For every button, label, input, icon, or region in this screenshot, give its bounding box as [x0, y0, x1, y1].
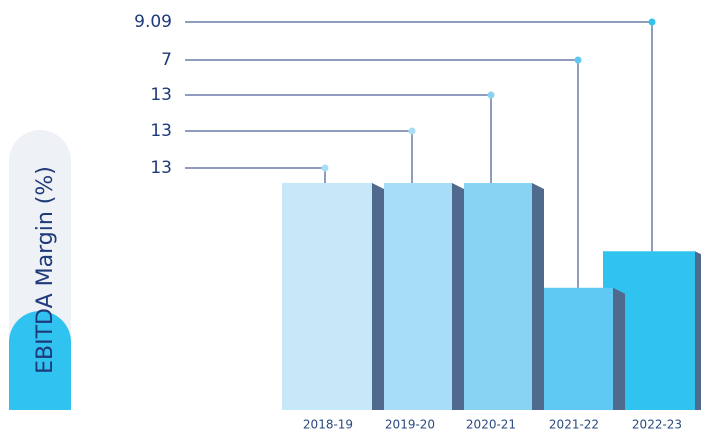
value-label: 9.09: [134, 12, 172, 32]
x-tick-label: 2021-22: [549, 418, 599, 432]
bar-side: [613, 287, 625, 410]
bar-side: [372, 183, 384, 410]
bar-group: [544, 287, 625, 410]
value-label: 7: [161, 50, 172, 70]
leader-dot: [408, 127, 416, 135]
leader-dot: [574, 56, 582, 64]
value-label: 13: [150, 85, 172, 105]
bar-group: [384, 183, 464, 410]
leader-dot: [487, 91, 495, 99]
leader-line: [185, 167, 326, 183]
bar: [384, 183, 452, 410]
leader-dot: [648, 18, 656, 26]
bar: [544, 287, 613, 410]
bar: [464, 183, 532, 410]
bar-group: [464, 183, 544, 410]
x-tick-label: 2020-21: [466, 418, 516, 432]
x-tick-label: 2019-20: [385, 418, 435, 432]
bar-side: [532, 183, 544, 410]
bar: [282, 183, 372, 410]
bar-side: [695, 251, 701, 410]
leader-line: [185, 130, 413, 183]
bar-group: [282, 183, 384, 410]
x-tick-label: 2022-23: [632, 418, 682, 432]
leader-line: [185, 94, 492, 183]
bar-side: [452, 183, 464, 410]
leader-dot: [321, 164, 329, 172]
y-axis-label: EBITDA Margin (%): [33, 166, 58, 374]
value-label: 13: [150, 158, 172, 178]
x-tick-label: 2018-19: [303, 418, 353, 432]
value-label: 13: [150, 121, 172, 141]
y-label-accent: [9, 311, 71, 410]
